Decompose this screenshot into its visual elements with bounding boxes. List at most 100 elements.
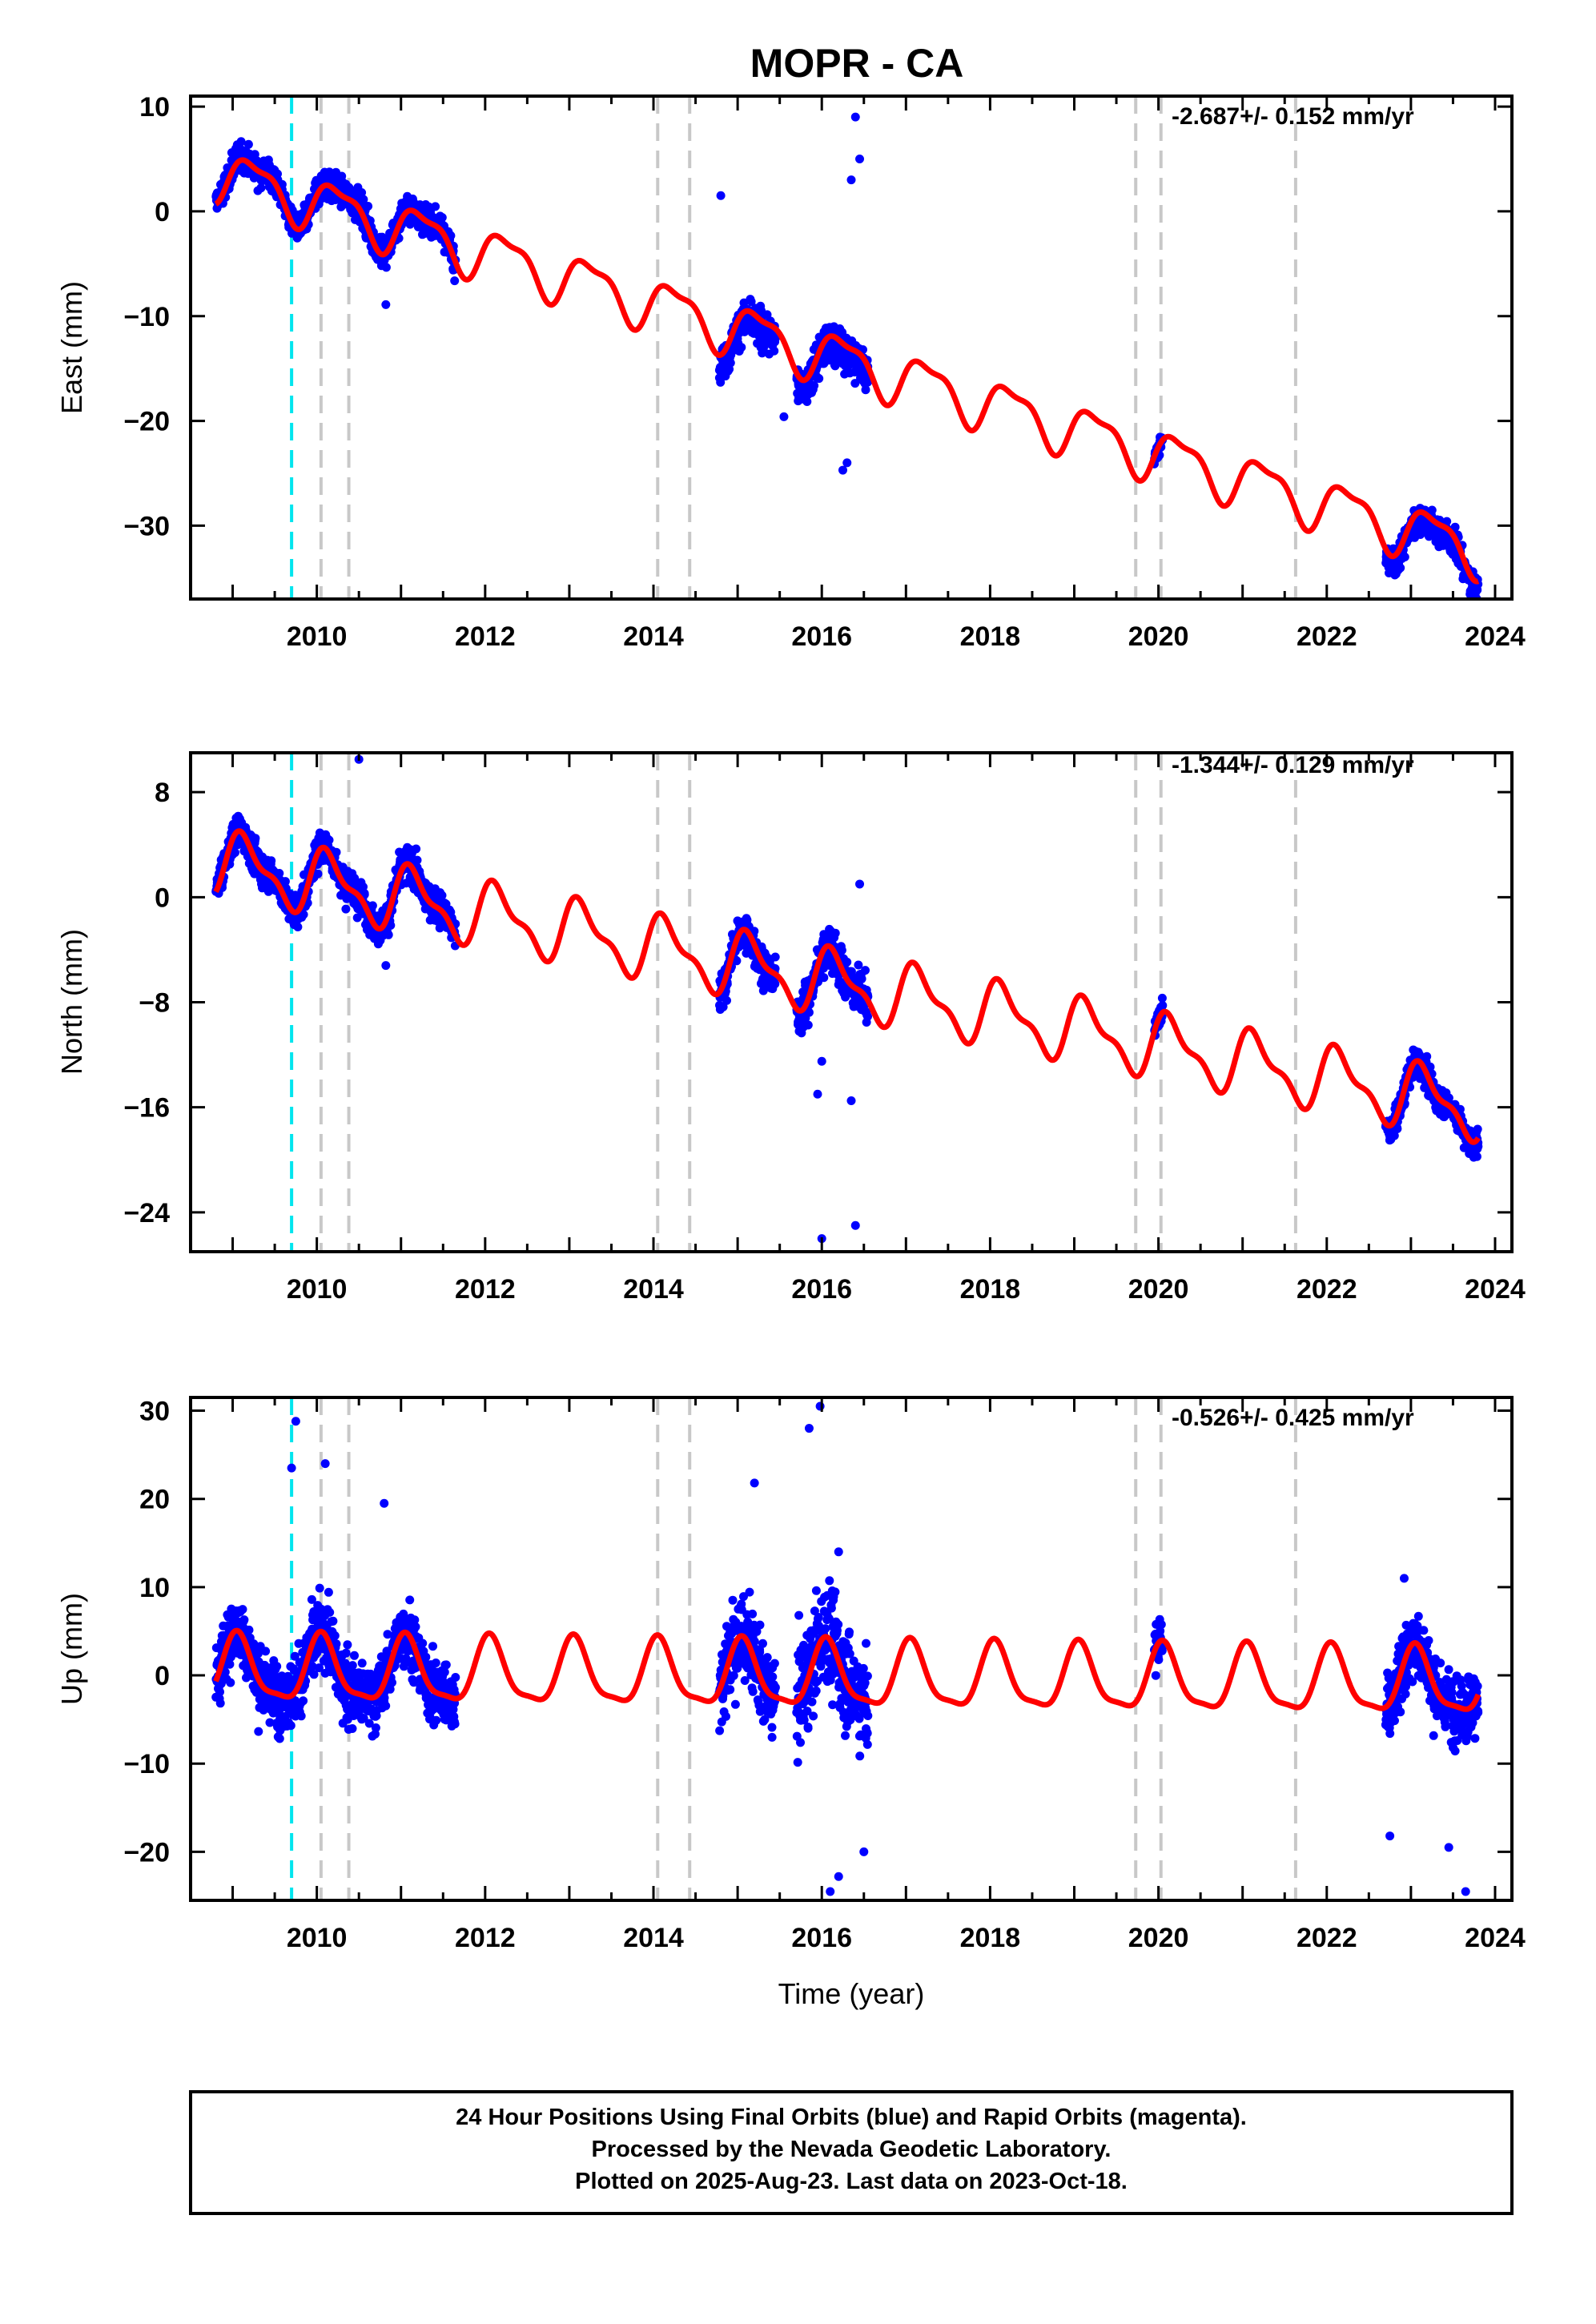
east-model-line: [214, 157, 1481, 585]
north-axes: 2010 2012 2014 2016 2018 2020 2022 202480−8−16−…: [123, 753, 1526, 1305]
east-data-points: [211, 112, 1483, 599]
north-point: [842, 957, 852, 967]
up-point: [730, 1699, 740, 1709]
up-point: [748, 1687, 758, 1696]
north-rate-label: -1.344+/- 0.129 mm/yr: [1172, 752, 1414, 778]
north-x-tick-label: 2016: [791, 1274, 852, 1305]
north-point: [352, 913, 362, 923]
east-point: [243, 139, 253, 149]
east-point: [737, 343, 746, 352]
north-point: [412, 855, 422, 865]
north-outlier-point: [855, 879, 865, 889]
north-point: [837, 946, 846, 955]
north-point: [251, 834, 260, 843]
up-point: [286, 1721, 295, 1731]
north-point: [819, 973, 829, 983]
east-axes: 2010 2012 2014 2016 2018 2020 2022 2024100−10−2…: [123, 92, 1526, 652]
up-point: [441, 1660, 451, 1670]
up-point: [296, 1711, 306, 1721]
up-point: [728, 1595, 738, 1605]
east-x-tick-label: 2014: [623, 621, 684, 652]
east-point: [1442, 517, 1452, 526]
east-x-tick-label: 2020: [1128, 621, 1189, 652]
east-point: [802, 397, 812, 406]
east-outlier-point: [842, 458, 852, 468]
up-point: [451, 1673, 460, 1682]
up-point: [388, 1678, 396, 1687]
east-x-tick-label: 2022: [1296, 621, 1357, 652]
north-point: [332, 847, 341, 857]
north-y-tick-label: 8: [155, 778, 170, 808]
north-point: [1473, 1124, 1482, 1134]
east-y-tick-label: 0: [155, 197, 170, 227]
north-point: [1472, 1152, 1481, 1161]
north-x-tick-label: 2020: [1128, 1274, 1189, 1305]
east-outlier-point: [716, 191, 726, 200]
east-point: [814, 374, 824, 384]
north-y-tick-label: 0: [155, 883, 170, 913]
up-point: [325, 1607, 335, 1617]
east-rate-label: -2.687+/- 0.152 mm/yr: [1172, 103, 1414, 130]
north-point: [722, 995, 731, 1005]
up-point: [418, 1638, 428, 1648]
north-point: [830, 928, 840, 938]
east-point: [1396, 563, 1405, 573]
up-point: [343, 1640, 352, 1650]
east-point: [1450, 522, 1460, 532]
north-point: [313, 869, 323, 879]
east-point: [726, 358, 735, 368]
up-point: [254, 1727, 263, 1736]
north-point: [437, 891, 447, 900]
north-y-tick-label: −16: [123, 1093, 170, 1124]
up-point: [238, 1605, 247, 1614]
up-data-points: [211, 1401, 1483, 1896]
up-point: [405, 1595, 415, 1605]
north-x-tick-label: 2012: [455, 1274, 516, 1305]
up-point: [299, 1696, 308, 1706]
up-point: [748, 1609, 758, 1618]
east-y-tick-label: −30: [123, 511, 170, 541]
north-x-tick-label: 2024: [1465, 1274, 1526, 1305]
north-x-tick-label: 2022: [1296, 1274, 1357, 1305]
east-marks: [211, 96, 1483, 599]
east-point: [431, 202, 440, 211]
north-outlier-point: [817, 1056, 826, 1066]
east-point: [863, 377, 872, 387]
north-point: [846, 967, 856, 976]
east-point: [770, 346, 779, 356]
up-point: [411, 1622, 420, 1631]
north-data-points: [211, 754, 1483, 1244]
up-point: [226, 1678, 235, 1687]
up-point: [272, 1662, 282, 1671]
east-y-tick-label: 10: [139, 92, 170, 123]
east-outlier-point: [838, 465, 847, 475]
up-marks: [211, 1397, 1483, 1900]
north-point: [386, 921, 396, 930]
north-point: [770, 952, 780, 962]
up-point: [215, 1699, 225, 1708]
east-outlier-point: [855, 155, 865, 163]
up-point: [315, 1583, 324, 1593]
east-point: [357, 188, 367, 197]
up-point: [215, 1687, 224, 1697]
north-point: [770, 979, 780, 989]
north-point: [857, 974, 866, 983]
north-point: [368, 901, 377, 911]
north-x-tick-label: 2010: [287, 1274, 348, 1305]
north-point: [280, 877, 290, 887]
up-point: [371, 1723, 380, 1732]
up-point: [726, 1685, 735, 1695]
east-point: [810, 381, 819, 390]
north-point: [267, 856, 276, 866]
east-x-tick-label: 2016: [791, 621, 852, 652]
up-point: [350, 1651, 359, 1660]
up-point: [432, 1715, 441, 1725]
east-point: [1427, 505, 1437, 515]
east-outlier-point: [779, 412, 789, 421]
east-outlier-point: [381, 300, 391, 309]
north-point: [732, 956, 742, 966]
up-point: [348, 1724, 357, 1733]
north-point: [854, 960, 863, 970]
up-point: [348, 1661, 357, 1671]
east-outlier-point: [850, 112, 860, 122]
